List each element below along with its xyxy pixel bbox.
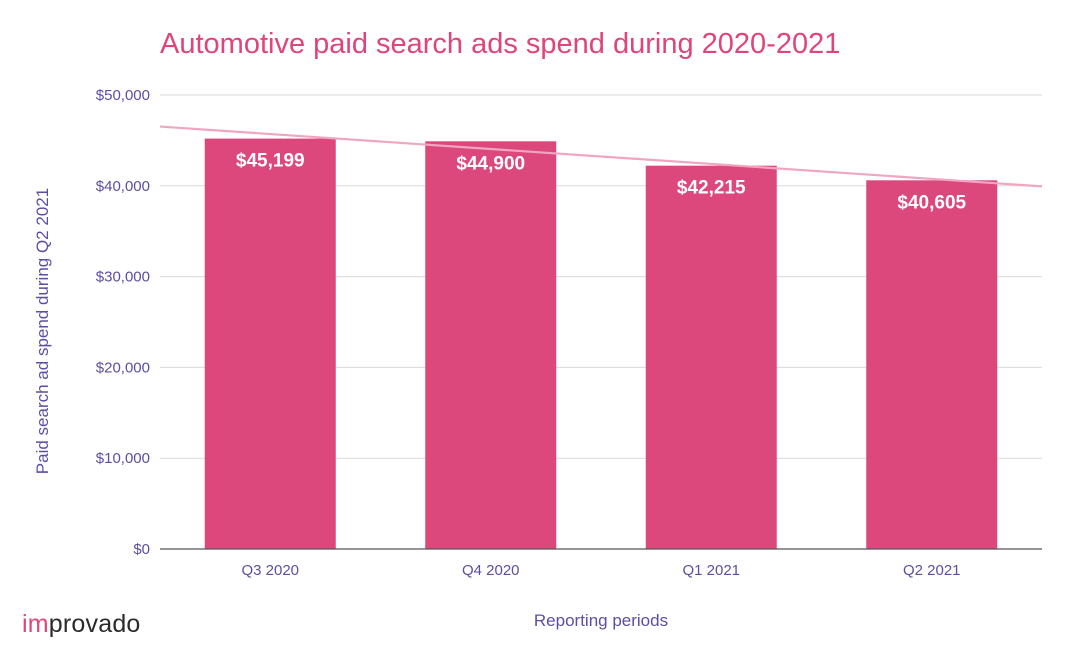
x-tick-label: Q1 2021	[682, 562, 740, 579]
x-tick-label: Q2 2021	[903, 562, 961, 579]
bars	[204, 138, 998, 550]
y-tick-label: $10,000	[96, 450, 150, 467]
bar	[645, 165, 777, 549]
bar	[866, 180, 998, 550]
x-tick-label: Q4 2020	[462, 562, 520, 579]
chart-title: Automotive paid search ads spend during …	[160, 28, 840, 60]
y-tick-label: $30,000	[96, 269, 150, 286]
bar-value-label: $45,199	[236, 151, 305, 172]
y-axis-ticks: $0 $10,000 $20,000 $30,000 $40,000 $50,000	[96, 87, 150, 558]
improvado-logo: improvado	[22, 610, 141, 639]
y-tick-label: $50,000	[96, 87, 150, 104]
data-labels: $45,199 $44,900 $42,215 $40,605	[236, 151, 967, 214]
trendline-group	[159, 125, 1043, 188]
bar	[425, 141, 557, 550]
x-axis-ticks: Q3 2020 Q4 2020 Q1 2021 Q2 2021	[241, 562, 960, 579]
x-tick-label: Q3 2020	[241, 562, 299, 579]
bar	[204, 138, 336, 549]
y-tick-label: $20,000	[96, 359, 150, 376]
bar-value-label: $44,900	[456, 153, 525, 174]
bar-value-label: $42,215	[677, 178, 746, 199]
y-tick-label: $40,000	[96, 178, 150, 195]
logo-suffix: provado	[48, 610, 141, 638]
bar-value-label: $40,605	[897, 192, 966, 213]
y-axis-label: Paid search ad spend during Q2 2021	[33, 188, 52, 474]
x-axis-label: Reporting periods	[534, 611, 668, 630]
logo-prefix: im	[22, 610, 49, 638]
trendline	[159, 125, 1043, 188]
y-tick-label: $0	[133, 541, 150, 558]
